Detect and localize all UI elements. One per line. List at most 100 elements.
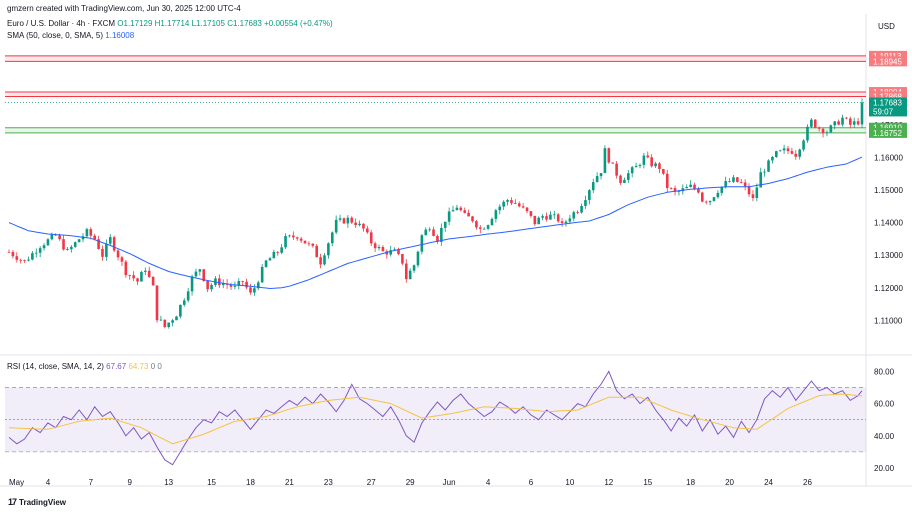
candle-body (167, 322, 170, 327)
price-label-box (869, 127, 907, 138)
rsi-legend[interactable]: RSI (14, close, SMA, 14, 2) 67.67 64.73 … (7, 362, 162, 371)
candle-body (584, 200, 587, 206)
candle-body (580, 205, 583, 213)
candle-body (716, 192, 720, 198)
candle-body (440, 227, 443, 242)
candle-body (478, 227, 482, 229)
candle-body (514, 203, 517, 204)
rsi-value: 67.67 (106, 362, 127, 371)
candle-body (280, 247, 283, 253)
candle-body (249, 287, 252, 293)
candle-body (346, 217, 350, 224)
candle-body (856, 121, 860, 125)
tradingview-brand[interactable]: 17 TradingView (8, 497, 66, 507)
candle-body (73, 242, 77, 247)
candle-body (463, 210, 467, 213)
time-tick-label: 20 (725, 478, 734, 487)
candle-body (634, 165, 638, 168)
time-tick-label: 6 (529, 478, 534, 487)
currency-label[interactable]: USD (878, 22, 895, 31)
candle-body (642, 155, 646, 165)
candle-body (837, 121, 840, 125)
candle-body (802, 140, 805, 150)
candle-body (630, 167, 634, 174)
candle-body (432, 229, 435, 236)
candle-body (771, 156, 774, 161)
candle-body (833, 121, 837, 126)
candle-body (11, 252, 15, 257)
candle-body (171, 320, 174, 323)
price-label-box (869, 91, 907, 102)
candle-body (849, 118, 852, 125)
candle-body (311, 243, 315, 246)
candle-body (85, 229, 89, 237)
price-tick-label: 1.16000 (874, 153, 903, 162)
candle-body (545, 216, 548, 220)
candle-body (615, 163, 618, 176)
candle-body (459, 207, 463, 211)
candle-body (665, 173, 669, 189)
candle-body (767, 160, 770, 172)
candle-body (136, 278, 139, 282)
candle-body (319, 257, 322, 265)
rsi-label: RSI (14, close, SMA, 14, 2) (7, 362, 104, 371)
candle-body (132, 275, 135, 279)
candle-body (330, 232, 334, 244)
rsi-tick-label: 20.00 (874, 464, 895, 473)
price-tick-label: 1.15000 (874, 186, 903, 195)
candle-body (568, 218, 572, 222)
candle-body (712, 197, 716, 201)
candle-body (704, 201, 708, 203)
candle-body (455, 207, 459, 211)
candle-body (751, 194, 755, 198)
candle-body (366, 228, 369, 233)
candle-body (62, 239, 65, 250)
candle-body (66, 249, 69, 251)
candle-body (105, 243, 108, 257)
high-value: H1.17714 (154, 19, 190, 28)
price-label-box (869, 97, 907, 108)
candle-body (798, 149, 801, 157)
candle-body (529, 211, 533, 216)
candle-body (299, 238, 303, 241)
price-label-resistance: 1.18945 (873, 57, 902, 66)
candle-body (817, 127, 821, 129)
candle-body (358, 223, 361, 226)
candle-body (810, 119, 813, 127)
candle-body (369, 232, 373, 244)
candle-body (786, 148, 790, 152)
candle-body (447, 211, 451, 222)
candle-body (728, 181, 731, 182)
candle-body (124, 261, 128, 276)
price-label-countdown: 59:07 (873, 107, 894, 116)
symbol-legend[interactable]: Euro / U.S. Dollar · 4h · FXCM O1.17129 … (7, 19, 333, 28)
candle-body (813, 119, 817, 128)
time-tick-label: 9 (128, 478, 133, 487)
candle-body (623, 179, 626, 183)
sma-value: 1.16008 (105, 31, 135, 40)
candle-body (428, 229, 431, 231)
candle-body (638, 164, 642, 166)
candle-body (743, 182, 747, 187)
candle-body (276, 251, 280, 253)
brand-name: TradingView (19, 497, 66, 507)
candle-body (272, 251, 276, 259)
candle-body (202, 269, 206, 282)
candle-body (591, 182, 595, 191)
candle-body (342, 218, 346, 224)
rsi-line (8, 370, 863, 466)
candle-body (50, 234, 54, 240)
candle-body (845, 117, 848, 119)
candle-body (253, 288, 256, 293)
candle-body (724, 181, 727, 187)
candle-body (412, 265, 416, 271)
time-tick-label: 10 (565, 478, 574, 487)
time-tick-label: 13 (164, 478, 173, 487)
sma-legend[interactable]: SMA (50, close, 0, SMA, 5) 1.16008 (7, 31, 134, 40)
candle-body (576, 212, 579, 213)
candle-body (147, 270, 151, 277)
candle-body (23, 259, 26, 261)
candle-body (140, 271, 143, 282)
time-tick-label: 15 (643, 478, 652, 487)
